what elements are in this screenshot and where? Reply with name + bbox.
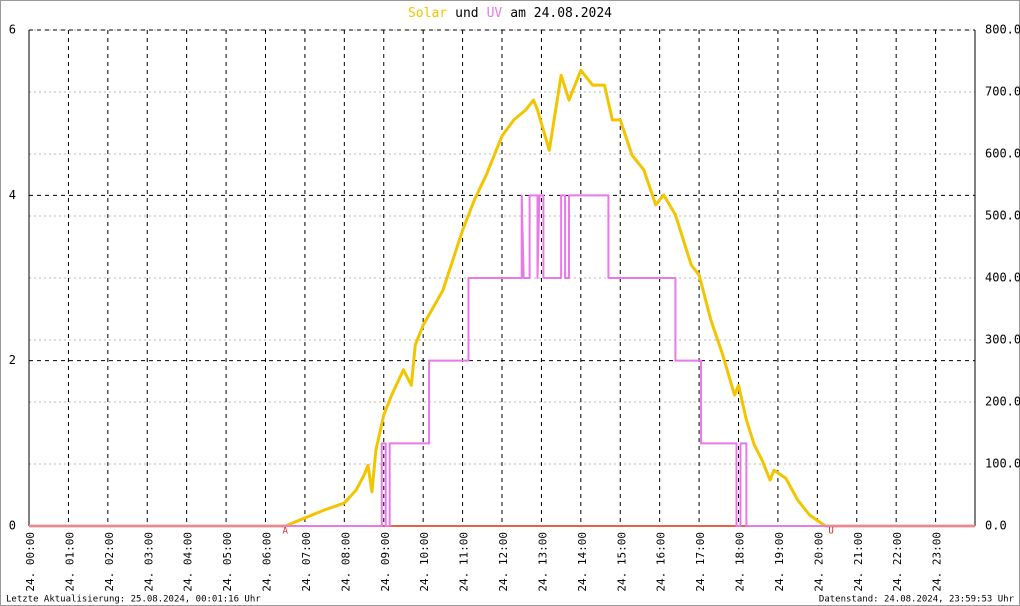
y-tick-label: 6 <box>9 23 16 37</box>
x-tick-label: 24. 05:00 <box>221 532 234 592</box>
series-line <box>29 194 975 527</box>
y2-tick-label: 500.0 <box>985 209 1020 223</box>
x-tick-label: 24. 23:00 <box>931 532 944 592</box>
x-tick-label: 24. 06:00 <box>261 532 274 592</box>
x-tick-label: 24. 14:00 <box>576 532 589 592</box>
y2-tick-label: 700.0 <box>985 85 1020 99</box>
x-tick-label: 24. 09:00 <box>379 532 392 592</box>
chart-title: Solar und UV am 24.08.2024 <box>408 6 612 21</box>
footer-right: Datenstand: 24.08.2024, 23:59:53 Uhr <box>819 595 1015 605</box>
x-tick-label: 24. 00:00 <box>24 532 37 592</box>
y2-tick-label: 200.0 <box>985 395 1020 409</box>
title-part: Solar <box>408 6 447 21</box>
title-part: und <box>455 6 478 21</box>
title-part: am 24.08.2024 <box>510 6 612 21</box>
x-tick-label: 24. 16:00 <box>655 532 668 592</box>
marker-label: A <box>282 527 288 537</box>
x-tick-label: 24. 13:00 <box>536 532 549 592</box>
x-tick-label: 24. 21:00 <box>852 532 865 592</box>
x-tick-label: 24. 17:00 <box>694 532 707 592</box>
x-tick-label: 24. 01:00 <box>63 532 76 592</box>
x-tick-label: 24. 08:00 <box>339 532 352 592</box>
x-tick-label: 24. 19:00 <box>773 532 786 592</box>
marker-label: U <box>828 527 833 537</box>
x-tick-label: 24. 12:00 <box>497 532 510 592</box>
series-line <box>29 68 975 528</box>
y2-tick-label: 600.0 <box>985 147 1020 161</box>
y2-tick-label: 800.0 <box>985 23 1020 37</box>
x-tick-label: 24. 03:00 <box>142 532 155 592</box>
x-tick-label: 24. 04:00 <box>182 532 195 592</box>
y2-tick-label: 100.0 <box>985 457 1020 471</box>
footer-left: Letzte Aktualisierung: 25.08.2024, 00:01… <box>6 595 261 605</box>
y-tick-label: 4 <box>9 188 16 202</box>
x-tick-label: 24. 10:00 <box>418 532 431 592</box>
x-tick-label: 24. 07:00 <box>300 532 313 592</box>
x-tick-label: 24. 22:00 <box>891 532 904 592</box>
x-tick-label: 24. 11:00 <box>458 532 471 592</box>
y-tick-label: 0 <box>9 519 16 533</box>
title-part: UV <box>487 6 503 21</box>
y2-tick-label: 300.0 <box>985 333 1020 347</box>
y2-tick-label: 0.0 <box>985 519 1007 533</box>
x-tick-label: 24. 15:00 <box>615 532 628 592</box>
y2-tick-label: 400.0 <box>985 271 1020 285</box>
x-tick-label: 24. 20:00 <box>812 532 825 592</box>
x-tick-label: 24. 18:00 <box>734 532 747 592</box>
x-tick-label: 24. 02:00 <box>103 532 116 592</box>
y-tick-label: 2 <box>9 353 16 367</box>
